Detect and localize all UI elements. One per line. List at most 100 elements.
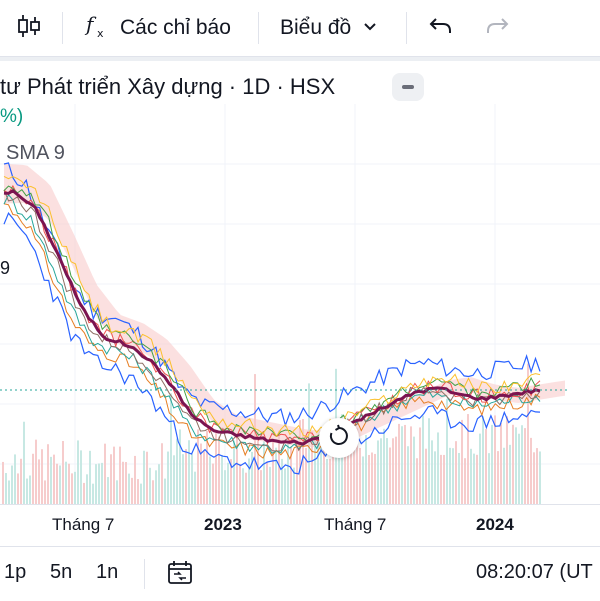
volume-bar — [494, 415, 496, 504]
chart-type-dropdown[interactable]: Biểu đồ — [280, 0, 377, 56]
volume-bar — [182, 454, 184, 504]
volume-bar — [206, 430, 208, 504]
volume-bar — [350, 430, 352, 504]
volume-bar — [203, 450, 205, 504]
volume-bar — [107, 477, 109, 504]
volume-bar — [359, 447, 361, 504]
volume-bar — [407, 446, 409, 504]
volume-bar — [506, 416, 508, 504]
chart-type-label: Biểu đồ — [280, 16, 352, 39]
volume-bar — [509, 444, 511, 504]
volume-bar — [179, 429, 181, 504]
volume-bar — [356, 428, 358, 504]
calendar-arrows-icon — [166, 561, 194, 592]
volume-bar — [470, 448, 472, 504]
svg-text:x: x — [97, 27, 104, 40]
volume-bar — [377, 440, 379, 504]
collapse-legend-button[interactable] — [392, 73, 424, 101]
sma-line — [3, 189, 541, 452]
volume-bar — [395, 436, 397, 504]
volume-bar — [245, 472, 247, 504]
volume-bar — [191, 454, 193, 504]
volume-bar — [161, 443, 163, 504]
volume-bar — [65, 461, 67, 504]
interval-1p[interactable]: 1p — [4, 561, 27, 583]
sma-line — [3, 193, 541, 454]
volume-bar — [89, 450, 91, 504]
volume-bar — [386, 438, 388, 504]
volume-bar — [167, 451, 169, 504]
volume-bar — [530, 437, 532, 504]
go-to-date-button[interactable] — [166, 559, 194, 593]
indicators-button[interactable]: f x Các chỉ báo — [84, 0, 231, 56]
volume-bar — [17, 473, 19, 504]
volume-bar — [200, 443, 202, 504]
volume-bar — [101, 462, 103, 504]
interval-5n[interactable]: 5n — [50, 561, 73, 583]
volume-bar — [158, 464, 160, 504]
volume-bar — [437, 432, 439, 504]
undo-button[interactable] — [428, 0, 454, 56]
redo-button[interactable] — [484, 0, 510, 56]
volume-bar — [266, 461, 268, 504]
volume-bar — [443, 454, 445, 504]
volume-bar — [524, 428, 526, 504]
volume-bar — [242, 468, 244, 504]
clock-timezone[interactable]: 08:20:07 (UT — [476, 561, 593, 583]
volume-bar — [77, 440, 79, 504]
volume-bar — [95, 464, 97, 504]
svg-text:f: f — [84, 12, 97, 36]
volume-bar — [230, 459, 232, 504]
toolbar-separator — [0, 57, 600, 61]
volume-bar — [491, 424, 493, 504]
volume-bar — [209, 456, 211, 504]
volume-bar — [521, 425, 523, 504]
volume-bar — [302, 419, 304, 504]
volume-bar — [251, 451, 253, 504]
time-axis[interactable]: Tháng 7 2023 Tháng 7 2024 — [0, 504, 600, 545]
volume-bar — [401, 426, 403, 504]
toolbar-divider — [62, 12, 63, 44]
chevron-down-icon — [363, 19, 377, 37]
volume-bar — [125, 462, 127, 504]
volume-bar — [128, 473, 130, 504]
volume-bar — [152, 480, 154, 504]
volume-bar — [326, 458, 328, 504]
volume-bar — [473, 453, 475, 504]
volume-bar — [239, 463, 241, 504]
volume-bar — [86, 474, 88, 504]
sma-line — [3, 185, 541, 443]
reset-chart-button[interactable] — [319, 418, 359, 458]
volume-bar — [371, 452, 373, 504]
volume-bar — [383, 428, 385, 504]
volume-bar — [188, 440, 190, 504]
volume-bar — [74, 471, 76, 504]
volume-bar — [404, 424, 406, 504]
chart-style-button[interactable] — [14, 0, 44, 56]
volume-bar — [149, 467, 151, 504]
volume-bar — [317, 445, 319, 504]
bottom-toolbar: 1p 5n 1n 08:20:07 (UT — [0, 546, 600, 601]
interval-1n[interactable]: 1n — [96, 561, 119, 583]
volume-bar — [155, 470, 157, 504]
volume-bar — [431, 440, 433, 504]
volume-bar — [62, 441, 64, 504]
volume-bar — [296, 440, 298, 504]
volume-bar — [104, 443, 106, 504]
volume-bar — [458, 452, 460, 504]
volume-bar — [185, 449, 187, 504]
symbol-title: tư Phát triển Xây dựng · 1D · HSX — [0, 74, 336, 99]
volume-bar — [344, 433, 346, 504]
price-chart[interactable] — [0, 104, 600, 504]
volume-bar — [485, 429, 487, 504]
sma-main-line — [3, 188, 541, 446]
sma-legend-label[interactable]: SMA 9 — [6, 142, 65, 164]
volume-bar — [536, 448, 538, 504]
volume-bar — [422, 415, 424, 504]
volume-bar — [284, 468, 286, 504]
toolbar-divider — [406, 12, 407, 44]
volume-bar — [398, 423, 400, 504]
symbol-legend[interactable]: tư Phát triển Xây dựng · 1D · HSX — [0, 70, 335, 104]
volume-bar — [368, 454, 370, 504]
time-tick: Tháng 7 — [52, 515, 115, 534]
